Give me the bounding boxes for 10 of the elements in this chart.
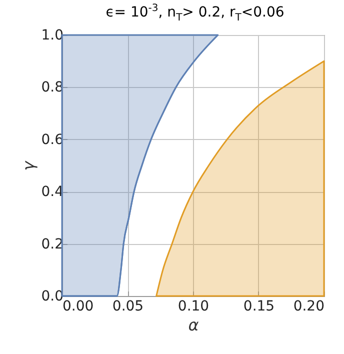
x-tick-label: 0.10 (178, 298, 210, 314)
x-tick-label: 0.05 (112, 298, 144, 314)
y-tick-label: 0.4 (41, 184, 64, 200)
chart-title: ϵ= 10$^{-3}$, n$_{T}$> 0.2, r$_{T}$<0.06 (104, 3, 286, 24)
x-tick-label: 0.00 (62, 298, 94, 314)
x-tick-label: 0.20 (293, 298, 324, 314)
y-tick-label: 0.2 (41, 236, 64, 252)
x-tick-label: 0.15 (243, 298, 275, 314)
y-axis-title: γ (19, 160, 38, 171)
x-axis-title: α (188, 316, 200, 334)
